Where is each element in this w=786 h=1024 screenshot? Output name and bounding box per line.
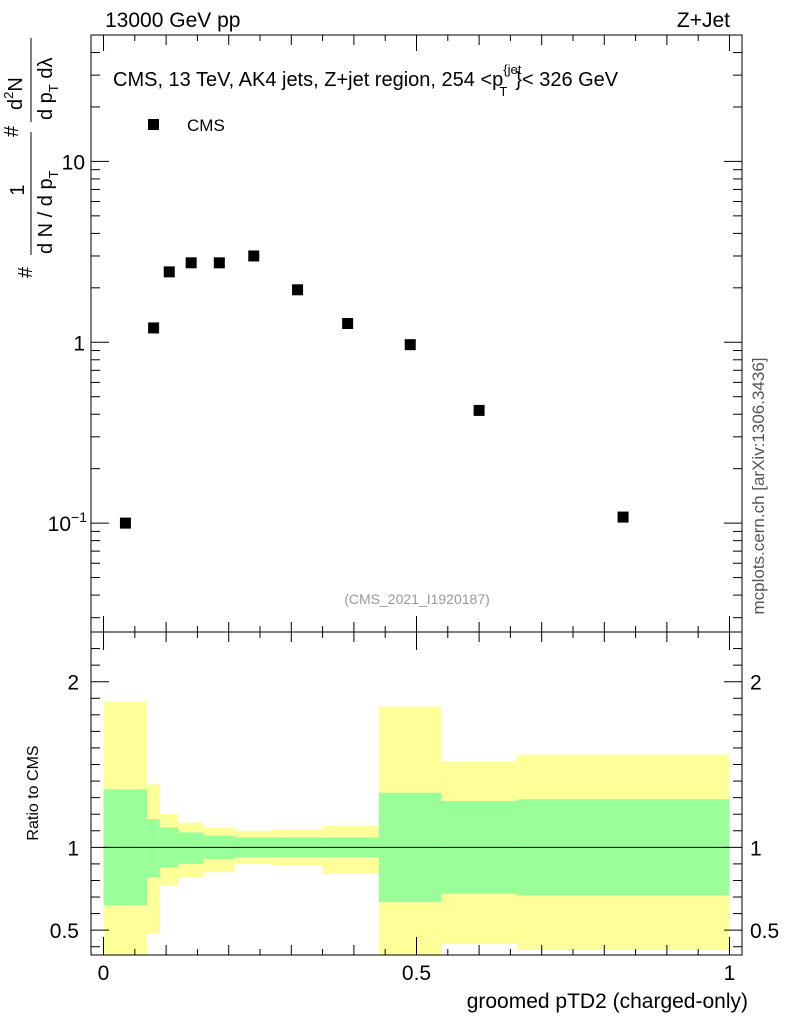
data-point: [185, 257, 197, 269]
ratio-y-tick-labels: 0.5 0.5 1 1 2 2: [50, 672, 779, 943]
x-tick-label: 1: [724, 962, 736, 985]
x-axis-label: groomed pTD2 (charged-only): [467, 990, 748, 1013]
main-plot: 10−1 1 10 CMS, 13 TeV, AK4 jets, Z+jet reg…: [48, 34, 743, 633]
ratio-plot: 0.5 0.51 12 2 0 0.5 1 Ratio to CMS groomed pT…: [25, 631, 779, 1013]
ratio-y-axis-label: Ratio to CMS: [25, 745, 42, 840]
data-point: [342, 317, 354, 329]
data-point: [617, 511, 629, 523]
header-left: 13000 GeV pp: [105, 9, 240, 32]
data-points: [119, 250, 629, 529]
main-y-tick-label: 1: [73, 332, 85, 355]
ylabel-denominator-2: d pT dλ: [35, 58, 61, 120]
ratio-y-tick-label-left: 2: [67, 672, 79, 695]
x-tick-label: 0: [98, 962, 110, 985]
main-title: CMS, 13 TeV, AK4 jets, Z+jet region, 254…: [113, 62, 619, 99]
data-point: [404, 339, 416, 351]
main-axis-ticks: [91, 34, 742, 632]
uncertainty-bands: [103, 701, 730, 955]
ratio-y-tick-label-left: 1: [67, 837, 79, 860]
main-y-axis-label: # 1 d N / d pT # d2N d pT dλ: [1, 38, 61, 278]
data-point: [248, 250, 260, 262]
data-point: [473, 404, 485, 416]
ylabel-denominator-1: d N / d pT: [35, 170, 61, 254]
ylabel-numerator-1: 1: [7, 184, 29, 195]
ratio-y-tick-label-right: 2: [750, 672, 762, 695]
ratio-y-tick-label-right: 0.5: [750, 920, 779, 943]
main-y-tick-labels: 10−1 1 10: [48, 151, 88, 536]
main-y-tick-label: 10: [62, 151, 85, 174]
data-point: [213, 257, 225, 269]
green-band-bin: [178, 832, 204, 864]
legend-marker-cms: [148, 119, 159, 130]
ratio-y-tick-label-left: 0.5: [50, 920, 79, 943]
ratio-x-tick-labels: 0 0.5 1: [98, 962, 736, 985]
header-right: Z+Jet: [677, 9, 730, 32]
ylabel-numerator-2: d2N: [1, 77, 27, 110]
mcplots-credit: mcplots.cern.ch [arXiv:1306.3436]: [749, 357, 768, 614]
ylabel-hash-1: #: [15, 266, 37, 278]
main-y-tick-label: 10−1: [48, 509, 88, 536]
legend-label-cms: CMS: [187, 116, 225, 135]
ylabel-hash-2: #: [1, 125, 23, 137]
analysis-id: (CMS_2021_I1920187): [344, 591, 490, 607]
data-point: [292, 284, 304, 296]
data-point: [163, 266, 175, 278]
green-band-bin: [147, 819, 160, 878]
ratio-y-tick-label-right: 1: [750, 837, 762, 860]
data-point: [148, 322, 160, 334]
x-tick-label: 0.5: [402, 962, 431, 985]
data-point: [119, 517, 131, 529]
ratio-axis-ticks: [91, 631, 742, 955]
